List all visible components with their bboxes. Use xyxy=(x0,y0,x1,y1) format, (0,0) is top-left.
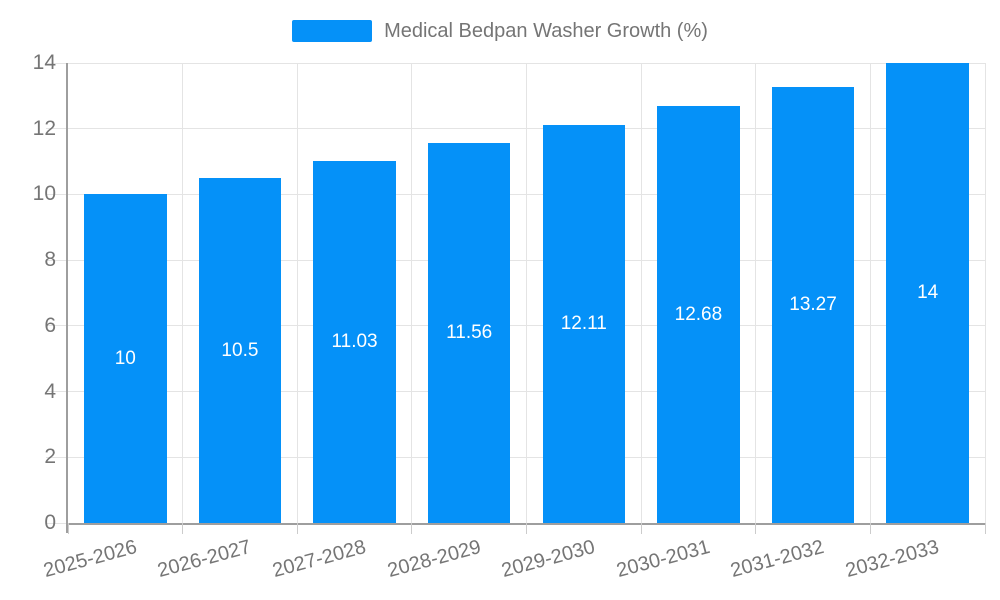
y-axis-tick-label: 8 xyxy=(44,248,56,272)
x-gridline xyxy=(755,63,757,523)
bar-value-label: 12.11 xyxy=(560,313,607,335)
y-axis-tick-label: 14 xyxy=(32,51,56,74)
y-tick-mark xyxy=(46,456,66,458)
bar-2032-2033[interactable]: 14 xyxy=(886,63,969,523)
y-tick-mark xyxy=(46,128,66,130)
y-tick-mark xyxy=(46,391,66,393)
x-axis-tick-label: 2028-2029 xyxy=(384,536,483,583)
x-tick-mark xyxy=(67,523,69,534)
y-axis-tick-label: 4 xyxy=(44,379,56,403)
bar-2027-2028[interactable]: 11.03 xyxy=(313,160,396,523)
x-axis-tick-label: 2026-2027 xyxy=(155,536,254,583)
y-tick-mark xyxy=(46,193,66,195)
x-axis-line xyxy=(66,523,985,525)
legend-label[interactable]: Medical Bedpan Washer Growth (%) xyxy=(384,20,708,42)
bar-2031-2032[interactable]: 13.27 xyxy=(771,87,855,523)
bar-2028-2029[interactable]: 11.56 xyxy=(427,143,511,523)
y-axis-tick-label: 12 xyxy=(32,116,56,140)
bar-2030-2031[interactable]: 12.68 xyxy=(657,106,740,523)
x-axis-tick-label: 2027-2028 xyxy=(270,536,369,583)
bar-value-label: 11.56 xyxy=(446,322,493,344)
x-gridline xyxy=(182,63,184,523)
x-tick-mark xyxy=(640,523,642,534)
x-axis-tick-label: 2032-2033 xyxy=(843,536,942,583)
y-axis-line xyxy=(66,63,68,533)
x-tick-mark xyxy=(182,523,184,534)
x-tick-mark xyxy=(526,523,527,534)
x-gridline xyxy=(296,63,298,523)
x-tick-mark xyxy=(296,523,298,534)
bar-value-label: 12.68 xyxy=(674,303,723,325)
bar-2026-2027[interactable]: 10.5 xyxy=(198,178,282,523)
y-axis-tick-label: 2 xyxy=(44,445,56,469)
x-gridline xyxy=(640,63,642,523)
y-axis-tick-label: 0 xyxy=(44,511,56,534)
bar-value-label: 10.5 xyxy=(221,339,259,361)
x-tick-mark xyxy=(755,523,757,534)
x-axis-tick-label: 2029-2030 xyxy=(499,536,598,583)
y-tick-mark xyxy=(46,522,66,524)
plot-area: 10 10.5 11.03 11.56 12.11 12.68 13.27 14 xyxy=(46,62,986,534)
y-tick-mark xyxy=(46,259,66,261)
x-axis-tick-label: 2025-2026 xyxy=(40,536,140,583)
bar-value-label: 11.03 xyxy=(331,330,378,352)
bar-value-label: 10 xyxy=(114,347,136,369)
bar-value-label: 13.27 xyxy=(789,294,837,315)
x-axis-tick-label: 2030-2031 xyxy=(614,536,713,583)
x-gridline xyxy=(869,63,871,523)
bar-value-label: 14 xyxy=(917,282,939,303)
legend-swatch[interactable] xyxy=(292,20,373,42)
y-axis-tick-label: 6 xyxy=(44,313,56,337)
x-axis-tick-label: 2031-2032 xyxy=(728,536,827,583)
x-tick-mark xyxy=(984,523,986,534)
legend: Medical Bedpan Washer Growth (%) xyxy=(0,20,1000,42)
y-axis-tick-label: 10 xyxy=(32,182,56,206)
y-tick-mark xyxy=(46,325,66,327)
bar-2025-2026[interactable]: 10 xyxy=(84,194,167,523)
x-tick-mark xyxy=(869,523,871,534)
y-tick-mark xyxy=(46,62,66,64)
x-gridline xyxy=(526,63,527,523)
x-tick-mark xyxy=(411,523,413,534)
x-gridline xyxy=(984,63,986,523)
bar-2029-2030[interactable]: 12.11 xyxy=(542,125,626,523)
x-gridline xyxy=(411,63,413,523)
